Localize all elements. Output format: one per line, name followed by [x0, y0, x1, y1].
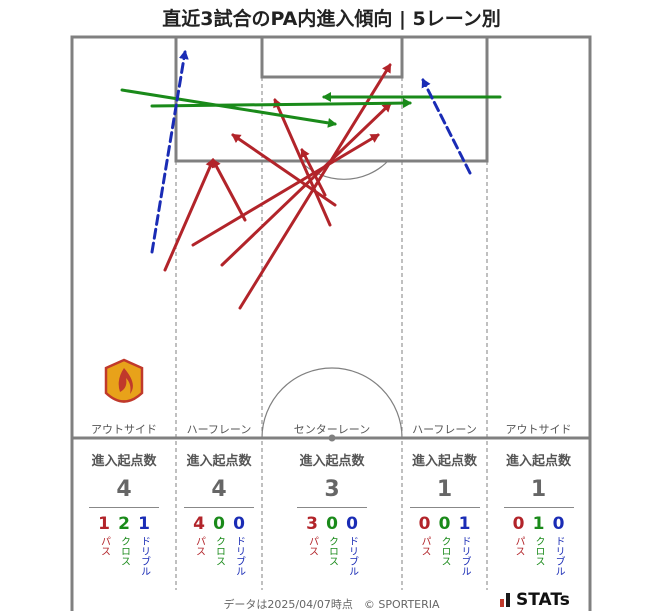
- center-spot: [328, 434, 336, 442]
- cross-arrows: [120, 88, 502, 128]
- cross-label: クロス: [326, 536, 338, 566]
- penalty-area: [174, 35, 489, 163]
- cross-count: 0: [326, 514, 338, 534]
- pass-count: 0: [418, 514, 431, 534]
- pass-arrows: [163, 63, 392, 310]
- cross-count: 2: [118, 514, 130, 534]
- pass-arrow: [211, 158, 247, 222]
- cross-count: 1: [532, 514, 545, 534]
- pass-arrow: [238, 63, 392, 310]
- dribble-count: 1: [458, 514, 471, 534]
- pitch-lines: [70, 35, 592, 611]
- lane-stats-right-halfspace: 進入起点数 1 0 パス 0 クロス 1 ドリブル: [402, 450, 487, 576]
- entry-count-heading: 進入起点数: [186, 454, 252, 469]
- entry-count-total: 3: [324, 477, 340, 502]
- pass-count: 0: [512, 514, 525, 534]
- lane-label-center: センターレーン: [293, 423, 371, 436]
- pass-count: 3: [306, 514, 318, 534]
- penalty-arc: [299, 160, 389, 180]
- cross-count: 0: [438, 514, 451, 534]
- pass-label: パス: [193, 536, 205, 556]
- cross-arrow: [150, 98, 412, 109]
- pass-arrow: [163, 158, 215, 272]
- pass-label: パス: [513, 536, 524, 556]
- dribble-label: ドリブル: [346, 536, 358, 576]
- lane-stats-center: 進入起点数 3 3 パス 0 クロス 0 ドリブル: [262, 450, 402, 576]
- entry-count-heading: 進入起点数: [299, 454, 365, 469]
- cross-label: クロス: [118, 536, 130, 566]
- dribble-arrow: [421, 78, 472, 175]
- goal-area: [260, 35, 404, 79]
- pass-arrow: [191, 133, 380, 247]
- pass-count: 4: [193, 514, 205, 534]
- dribble-label: ドリブル: [233, 536, 245, 576]
- lane-label-right-outside: アウトサイド: [505, 423, 572, 436]
- page-title: 直近3試合のPA内進入傾向 | 5レーン別: [162, 8, 501, 30]
- entry-count-heading: 進入起点数: [411, 454, 477, 469]
- dribble-label: ドリブル: [459, 536, 470, 576]
- dribble-count: 1: [138, 514, 150, 534]
- center-circle: [261, 367, 403, 439]
- pass-label: パス: [306, 536, 318, 556]
- pass-label: パス: [98, 536, 110, 556]
- entry-count-total: 4: [211, 477, 227, 502]
- cross-label: クロス: [213, 536, 225, 566]
- cross-label: クロス: [439, 536, 450, 566]
- lane-label-right-halfspace: ハーフレーン: [412, 423, 477, 436]
- lane-stats-left-outside: 進入起点数 4 1 パス 2 クロス 1 ドリブル: [76, 450, 172, 576]
- lane-stats-right-outside: 進入起点数 1 0 パス 1 クロス 0 ドリブル: [487, 450, 590, 576]
- entry-count-heading: 進入起点数: [505, 454, 571, 469]
- dribble-label: ドリブル: [138, 536, 150, 576]
- lane-stats-left-halfspace: 進入起点数 4 4 パス 0 クロス 0 ドリブル: [176, 450, 262, 576]
- dribble-count: 0: [233, 514, 245, 534]
- pass-arrow: [273, 98, 332, 227]
- dribble-arrows: [150, 50, 472, 254]
- pass-arrow: [231, 133, 337, 207]
- pass-arrow: [300, 148, 327, 197]
- entry-count-total: 1: [436, 477, 453, 502]
- cross-arrow: [120, 88, 337, 128]
- dribble-arrow: [150, 50, 189, 254]
- cross-count: 0: [213, 514, 225, 534]
- pass-label: パス: [419, 536, 430, 556]
- club-emblem-icon: [104, 358, 144, 403]
- stats-logo-mark: [500, 593, 510, 607]
- stats-logo: STATs: [516, 590, 570, 610]
- entry-count-total: 1: [530, 477, 547, 502]
- lane-label-left-outside: アウトサイド: [91, 423, 157, 436]
- dribble-count: 0: [552, 514, 565, 534]
- cross-label: クロス: [533, 536, 544, 566]
- pass-count: 1: [98, 514, 110, 534]
- dribble-label: ドリブル: [553, 536, 564, 576]
- dribble-count: 0: [346, 514, 358, 534]
- lane-label-left-halfspace: ハーフレーン: [186, 423, 252, 436]
- entry-count-heading: 進入起点数: [91, 454, 157, 469]
- entry-count-total: 4: [116, 477, 132, 502]
- data-date-footer: データは2025/04/07時点 © SPORTERIA: [223, 598, 440, 611]
